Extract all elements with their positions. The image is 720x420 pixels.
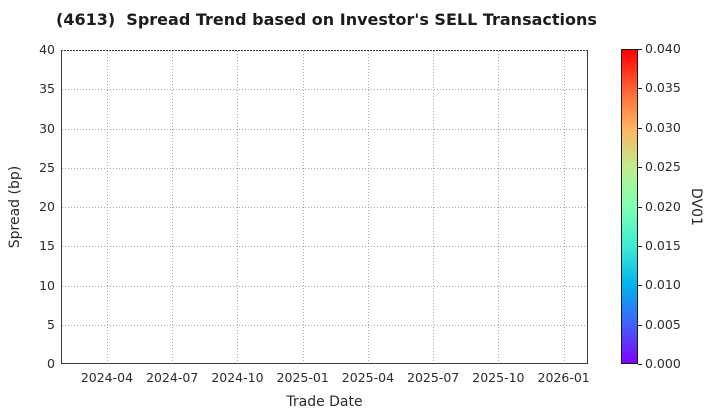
x-tick-label: 2024-10 [211, 370, 264, 385]
y-tick-label: 35 [39, 81, 55, 97]
colorbar-tick-label: 0.000 [645, 356, 681, 371]
x-gridline [237, 51, 238, 363]
y-gridline [62, 89, 587, 90]
chart-title: (4613) Spread Trend based on Investor's … [56, 10, 597, 29]
x-gridline [368, 51, 369, 363]
colorbar-tick-mark [638, 246, 642, 247]
x-tick-label: 2024-07 [146, 370, 199, 385]
x-gridline [564, 51, 565, 363]
x-tick-label: 2025-01 [276, 370, 329, 385]
x-gridline [107, 51, 108, 363]
left-spine [61, 50, 62, 364]
colorbar-tick-label: 0.020 [645, 198, 681, 214]
colorbar-tick-mark [638, 364, 642, 365]
y-tick-label: 5 [47, 316, 55, 332]
y-tick-label: 10 [39, 277, 55, 293]
colorbar-tick-mark [638, 128, 642, 129]
x-gridline [172, 51, 173, 363]
x-gridline [498, 51, 499, 363]
y-gridline [62, 325, 587, 326]
colorbar-tick-mark [638, 167, 642, 168]
colorbar-tick-label: 0.025 [645, 159, 681, 175]
y-gridline [62, 129, 587, 130]
right-spine [587, 50, 588, 364]
y-tick-label: 0 [47, 356, 55, 371]
x-tick-label: 2025-07 [407, 370, 460, 385]
x-tick-label: 2025-04 [341, 370, 395, 385]
bottom-spine [61, 363, 588, 364]
top-spine [61, 50, 588, 51]
x-tick-label: 2025-10 [472, 370, 525, 385]
x-axis-label: Trade Date [286, 394, 363, 410]
colorbar-tick-mark [638, 49, 642, 50]
colorbar-tick-label: 0.005 [645, 316, 681, 332]
colorbar-label: DV01 [688, 188, 704, 226]
y-tick-label: 20 [39, 199, 55, 214]
y-gridline [62, 168, 587, 169]
y-tick-label: 25 [39, 159, 55, 175]
x-gridline [303, 51, 304, 363]
colorbar-tick-label: 0.040 [645, 41, 681, 56]
colorbar-tick-label: 0.010 [645, 277, 681, 293]
y-tick-label: 15 [39, 238, 55, 254]
colorbar [621, 49, 638, 364]
colorbar-tick-label: 0.030 [645, 119, 681, 135]
plot-area [61, 50, 588, 364]
y-gridline [62, 207, 587, 208]
y-tick-label: 30 [39, 120, 55, 136]
colorbar-tick-mark [638, 325, 642, 326]
colorbar-tick-mark [638, 88, 642, 89]
y-gridline [62, 246, 587, 247]
colorbar-tick-mark [638, 207, 642, 208]
x-tick-label: 2024-04 [80, 370, 134, 385]
colorbar-tick-label: 0.035 [645, 80, 681, 96]
x-tick-label: 2026-01 [537, 370, 590, 385]
y-tick-label: 40 [39, 42, 55, 57]
x-gridline [433, 51, 434, 363]
colorbar-tick-mark [638, 285, 642, 286]
colorbar-tick-label: 0.015 [645, 237, 681, 253]
y-gridline [62, 286, 587, 287]
